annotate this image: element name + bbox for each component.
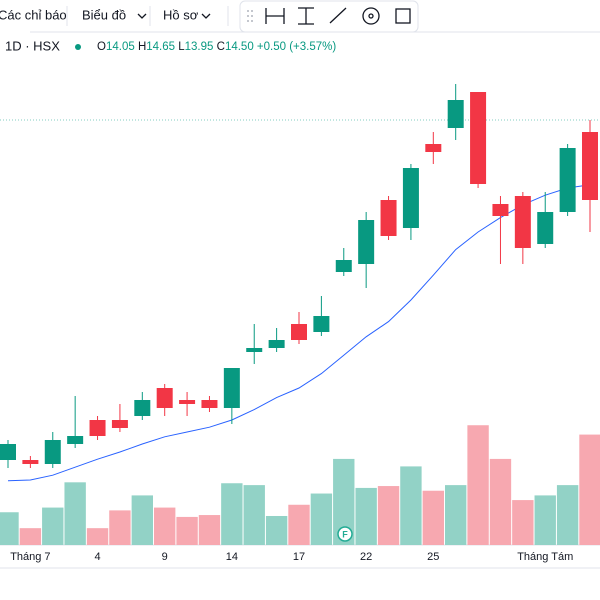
volume-bar: [154, 507, 176, 545]
candle-body: [335, 260, 352, 272]
ma-line: [7, 184, 591, 482]
candle-body: [268, 340, 285, 348]
x-tick-label: 17: [293, 551, 305, 563]
event-flag-label: F: [342, 529, 348, 539]
volume-bar: [377, 486, 400, 545]
volume-bar: [109, 510, 131, 545]
label: C: [217, 41, 225, 53]
volume-bar: [86, 528, 109, 545]
volume-bar: [512, 500, 534, 545]
volume-bar: [0, 512, 19, 545]
x-tick-label: 4: [94, 551, 100, 563]
candle-body: [22, 460, 39, 464]
volume-bar: [221, 483, 243, 545]
event-flag: [337, 526, 353, 542]
value: 14.50: [225, 41, 254, 53]
plot: Tháng 7 4 9 14 17 22 25 Tháng Tám F: [0, 84, 600, 563]
candle-body: [514, 196, 531, 248]
candle-body: [358, 220, 375, 264]
candle-body: [537, 212, 554, 244]
candle-body: [134, 400, 151, 416]
volume-bar: [355, 487, 377, 545]
icon-trend-line[interactable]: [329, 7, 347, 24]
candle-body: [179, 400, 196, 404]
volume-bar: [467, 425, 489, 545]
chevron: [201, 13, 211, 19]
candle-body: [380, 200, 397, 236]
volume-bar: [310, 493, 333, 545]
volume-bar: [288, 504, 310, 545]
volume-bar: [64, 482, 86, 545]
icon-circle[interactable]: [362, 7, 380, 25]
volume-bar: [534, 495, 556, 545]
candle-body: [313, 316, 330, 332]
toolbar-item[interactable]: Các chỉ báo: [0, 7, 67, 22]
candle-body: [559, 148, 576, 212]
volume-bar: [489, 458, 512, 545]
x-tick-label: 14: [226, 551, 238, 563]
volume-bar: [176, 516, 198, 545]
change: +0.50 (+3.57%): [257, 41, 336, 53]
icon-circle-dot: [368, 13, 374, 19]
ohlc: O14.05 H14.65 L13.95 C14.50 +0.50 (+3.57…: [97, 41, 336, 53]
drag-handle[interactable]: [247, 10, 253, 22]
chevron: [137, 13, 147, 19]
toolbar-item[interactable]: Biểu đồ: [82, 7, 126, 22]
x-tick-label: Tháng 7: [10, 551, 50, 563]
volume-bar: [198, 515, 221, 545]
icon-price-range[interactable]: [298, 7, 314, 25]
x-tick-label: Tháng Tám: [517, 551, 573, 563]
candle-body: [44, 440, 61, 464]
label: H: [138, 41, 146, 53]
volume-bar: [42, 507, 64, 545]
candle-body: [223, 368, 240, 408]
volume-bar: [422, 490, 444, 545]
icon-rect[interactable]: [395, 8, 411, 24]
value: 14.65: [146, 41, 175, 53]
volume-bar: [131, 495, 153, 545]
volume-bar: [265, 515, 288, 545]
value: 13.95: [185, 41, 214, 53]
candle-body: [0, 444, 16, 460]
toolbar-item[interactable]: Hồ sơ: [163, 7, 199, 22]
candle-body: [156, 388, 173, 408]
icon-date-range[interactable]: [265, 8, 285, 24]
label: L: [178, 41, 185, 53]
candle-body: [470, 92, 487, 184]
candle-body: [89, 420, 106, 436]
x-tick-label: 22: [360, 551, 372, 563]
candle-body: [201, 400, 218, 408]
volume-bar: [579, 434, 600, 545]
candle-body: [492, 204, 509, 216]
volume-bar: [19, 528, 42, 545]
candle-body: [246, 348, 263, 352]
volume-bar: [445, 485, 467, 545]
symbol: 1D · HSX: [5, 38, 60, 53]
volume-bar: [400, 466, 422, 545]
volume-bar: [556, 485, 579, 545]
candle-body: [447, 100, 464, 128]
volume-bar: [333, 458, 355, 545]
label: O: [97, 41, 106, 53]
volume-bar: [243, 485, 265, 545]
candle-body: [582, 132, 598, 200]
candle-body: [111, 420, 128, 428]
value: 14.05: [106, 41, 135, 53]
status-dot: [75, 44, 81, 50]
candle-body: [402, 168, 419, 228]
candle-body: [425, 144, 442, 152]
x-tick-label: 25: [427, 551, 439, 563]
candle-body: [67, 436, 84, 444]
x-tick-label: 9: [162, 551, 168, 563]
candle-body: [291, 324, 307, 340]
drawing-toolbar: [239, 0, 419, 33]
